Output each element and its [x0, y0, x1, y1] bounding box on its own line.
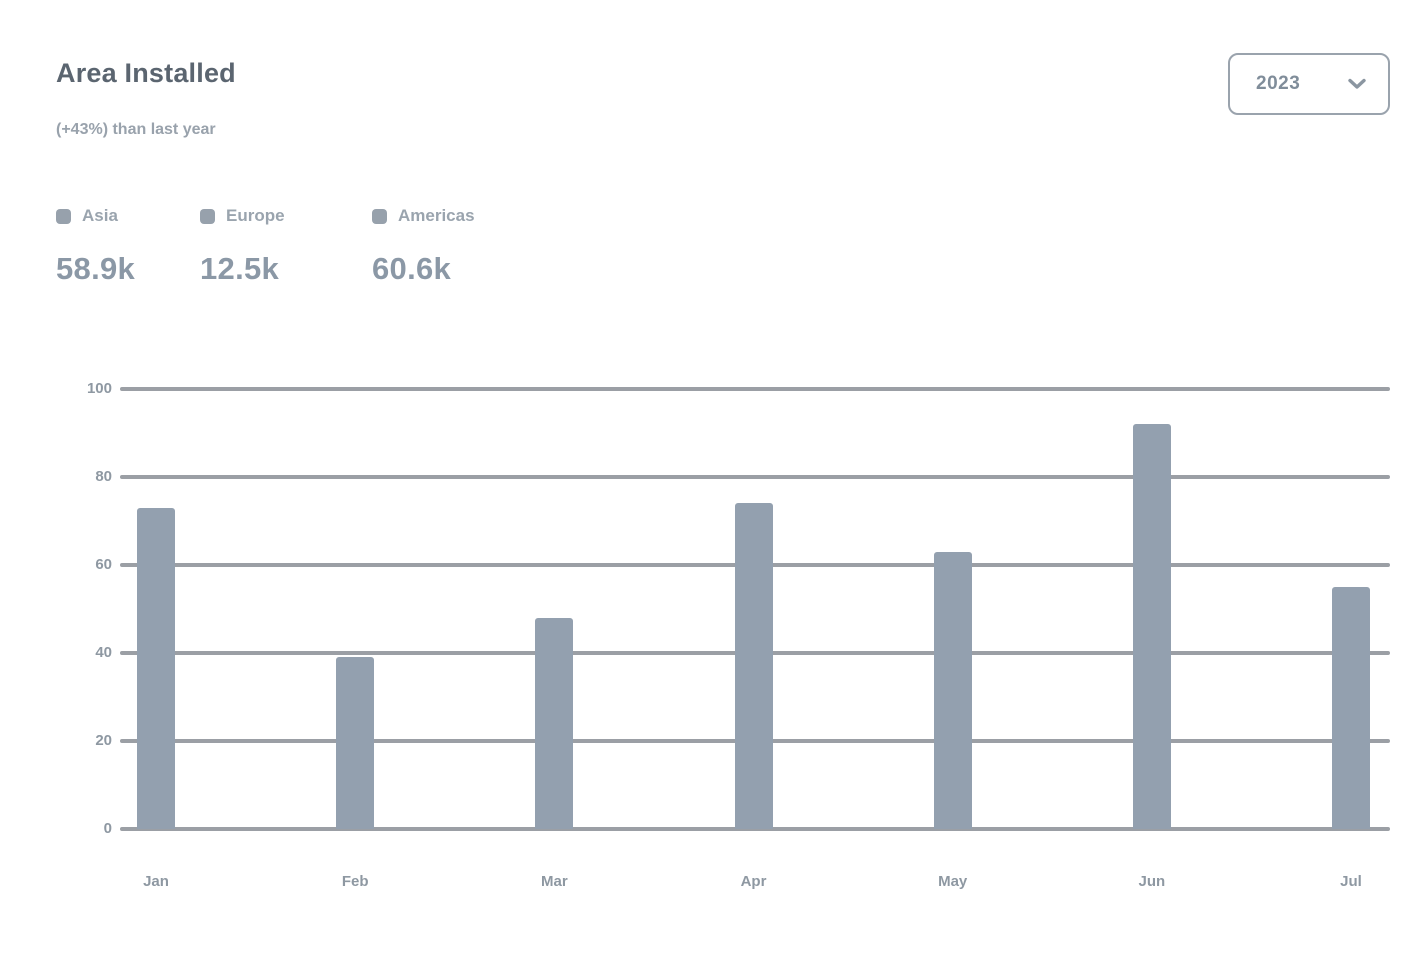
legend-item-asia: Asia 58.9k: [56, 205, 152, 287]
x-axis-label-may: May: [938, 873, 968, 890]
americas-series-dot-icon: [372, 208, 387, 224]
bar-jun[interactable]: [1132, 424, 1171, 829]
x-axis-label-jan: Jan: [143, 873, 169, 890]
bar-may[interactable]: [933, 551, 972, 829]
gridline-y80: [120, 475, 1390, 479]
bar-mar[interactable]: [535, 617, 574, 829]
legend-label-europe: Europe: [226, 206, 285, 225]
gridline-y0: [120, 827, 1390, 831]
bar-jan[interactable]: [137, 507, 175, 829]
legend-item-americas: Americas 60.6k: [372, 205, 475, 287]
legend-value-europe: 12.5k: [200, 251, 280, 286]
chart-subtitle: (+43%) than last year: [56, 121, 216, 138]
y-axis-tick-label-100: 100: [86, 380, 112, 397]
chart-plot: 0 20 40 60 80 100 Jan Feb Mar Apr May Jun Jul: [87, 380, 1390, 890]
x-axis-label-jul: Jul: [1340, 873, 1362, 890]
x-axis-label-jun: Jun: [1138, 873, 1166, 890]
chart-legend: Asia 58.9k Europe 12.5k Americas 60.6k: [56, 205, 475, 287]
y-axis-tick-label-40: 40: [95, 644, 112, 661]
asia-series-dot-icon: [56, 208, 71, 224]
y-axis-tick-label-20: 20: [95, 732, 112, 749]
x-axis-label-apr: Apr: [740, 873, 767, 890]
year-select-value: 2023: [1256, 73, 1301, 94]
y-axis-tick-label-80: 80: [95, 468, 112, 485]
x-axis-label-mar: Mar: [540, 873, 568, 890]
legend-value-americas: 60.6k: [372, 251, 452, 286]
legend-label-americas: Americas: [398, 206, 475, 225]
y-axis-tick-label-60: 60: [95, 556, 112, 573]
legend-item-europe: Europe 12.5k: [200, 205, 324, 287]
x-axis-label-feb: Feb: [341, 873, 369, 890]
gridline-y100: [120, 387, 1390, 391]
year-select-dropdown[interactable]: 2023: [1228, 53, 1390, 115]
legend-value-asia: 58.9k: [56, 251, 136, 286]
legend-label-asia: Asia: [82, 206, 118, 225]
bar-feb[interactable]: [336, 657, 375, 829]
page-title: Area Installed: [56, 58, 236, 88]
bar-jul[interactable]: [1332, 587, 1371, 829]
y-axis-tick-label-0: 0: [103, 820, 112, 837]
chevron-down-icon: [1348, 78, 1366, 90]
bar-apr[interactable]: [734, 503, 773, 829]
europe-series-dot-icon: [200, 208, 215, 224]
